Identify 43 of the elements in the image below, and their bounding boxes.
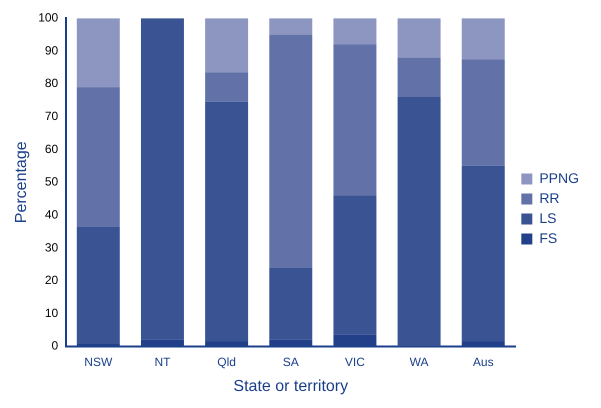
bar: [76, 87, 120, 227]
bar: [398, 96, 441, 346]
x-tick-label: VIC: [344, 354, 366, 369]
bar: [269, 34, 312, 268]
bar: [76, 226, 120, 344]
y-tick-label: 50: [44, 174, 59, 189]
legend-label: PPNG: [539, 170, 580, 186]
legend-label: FS: [539, 230, 558, 246]
x-tick-label: Qld: [217, 354, 236, 369]
y-tick-label: 40: [44, 207, 59, 222]
x-tick-label: NSW: [84, 354, 113, 369]
x-tick-label: SA: [282, 354, 299, 369]
bar: [462, 166, 505, 342]
x-axis-title: State or territory: [233, 378, 348, 395]
bar: [269, 268, 312, 340]
x-tick-label: WA: [410, 354, 429, 369]
legend-label: LS: [539, 210, 556, 226]
bar: [140, 18, 184, 340]
legend-label: RR: [539, 190, 560, 206]
bar: [398, 58, 441, 97]
y-tick-label: 70: [44, 108, 59, 123]
y-tick-label: 30: [44, 240, 59, 254]
y-tick-label: 90: [44, 43, 59, 58]
x-tick-label: NT: [154, 354, 172, 369]
y-tick-label: 0: [52, 338, 59, 353]
bar: [333, 18, 376, 44]
bar: [205, 102, 248, 342]
bar: [205, 18, 248, 72]
bar: [333, 44, 376, 196]
bar: [398, 18, 441, 58]
y-tick-label: 60: [44, 142, 59, 156]
y-tick-label: 100: [38, 10, 59, 25]
bar: [269, 18, 312, 35]
y-tick-label: 80: [44, 76, 59, 90]
bar: [76, 18, 120, 88]
y-axis-title: Percentage: [13, 141, 30, 224]
y-tick-label: 20: [44, 273, 59, 288]
bar: [462, 59, 505, 166]
x-tick-label: Aus: [472, 354, 494, 369]
bar: [205, 72, 248, 102]
y-tick-label: 10: [44, 306, 59, 320]
bar: [333, 195, 376, 335]
bar: [462, 18, 505, 60]
